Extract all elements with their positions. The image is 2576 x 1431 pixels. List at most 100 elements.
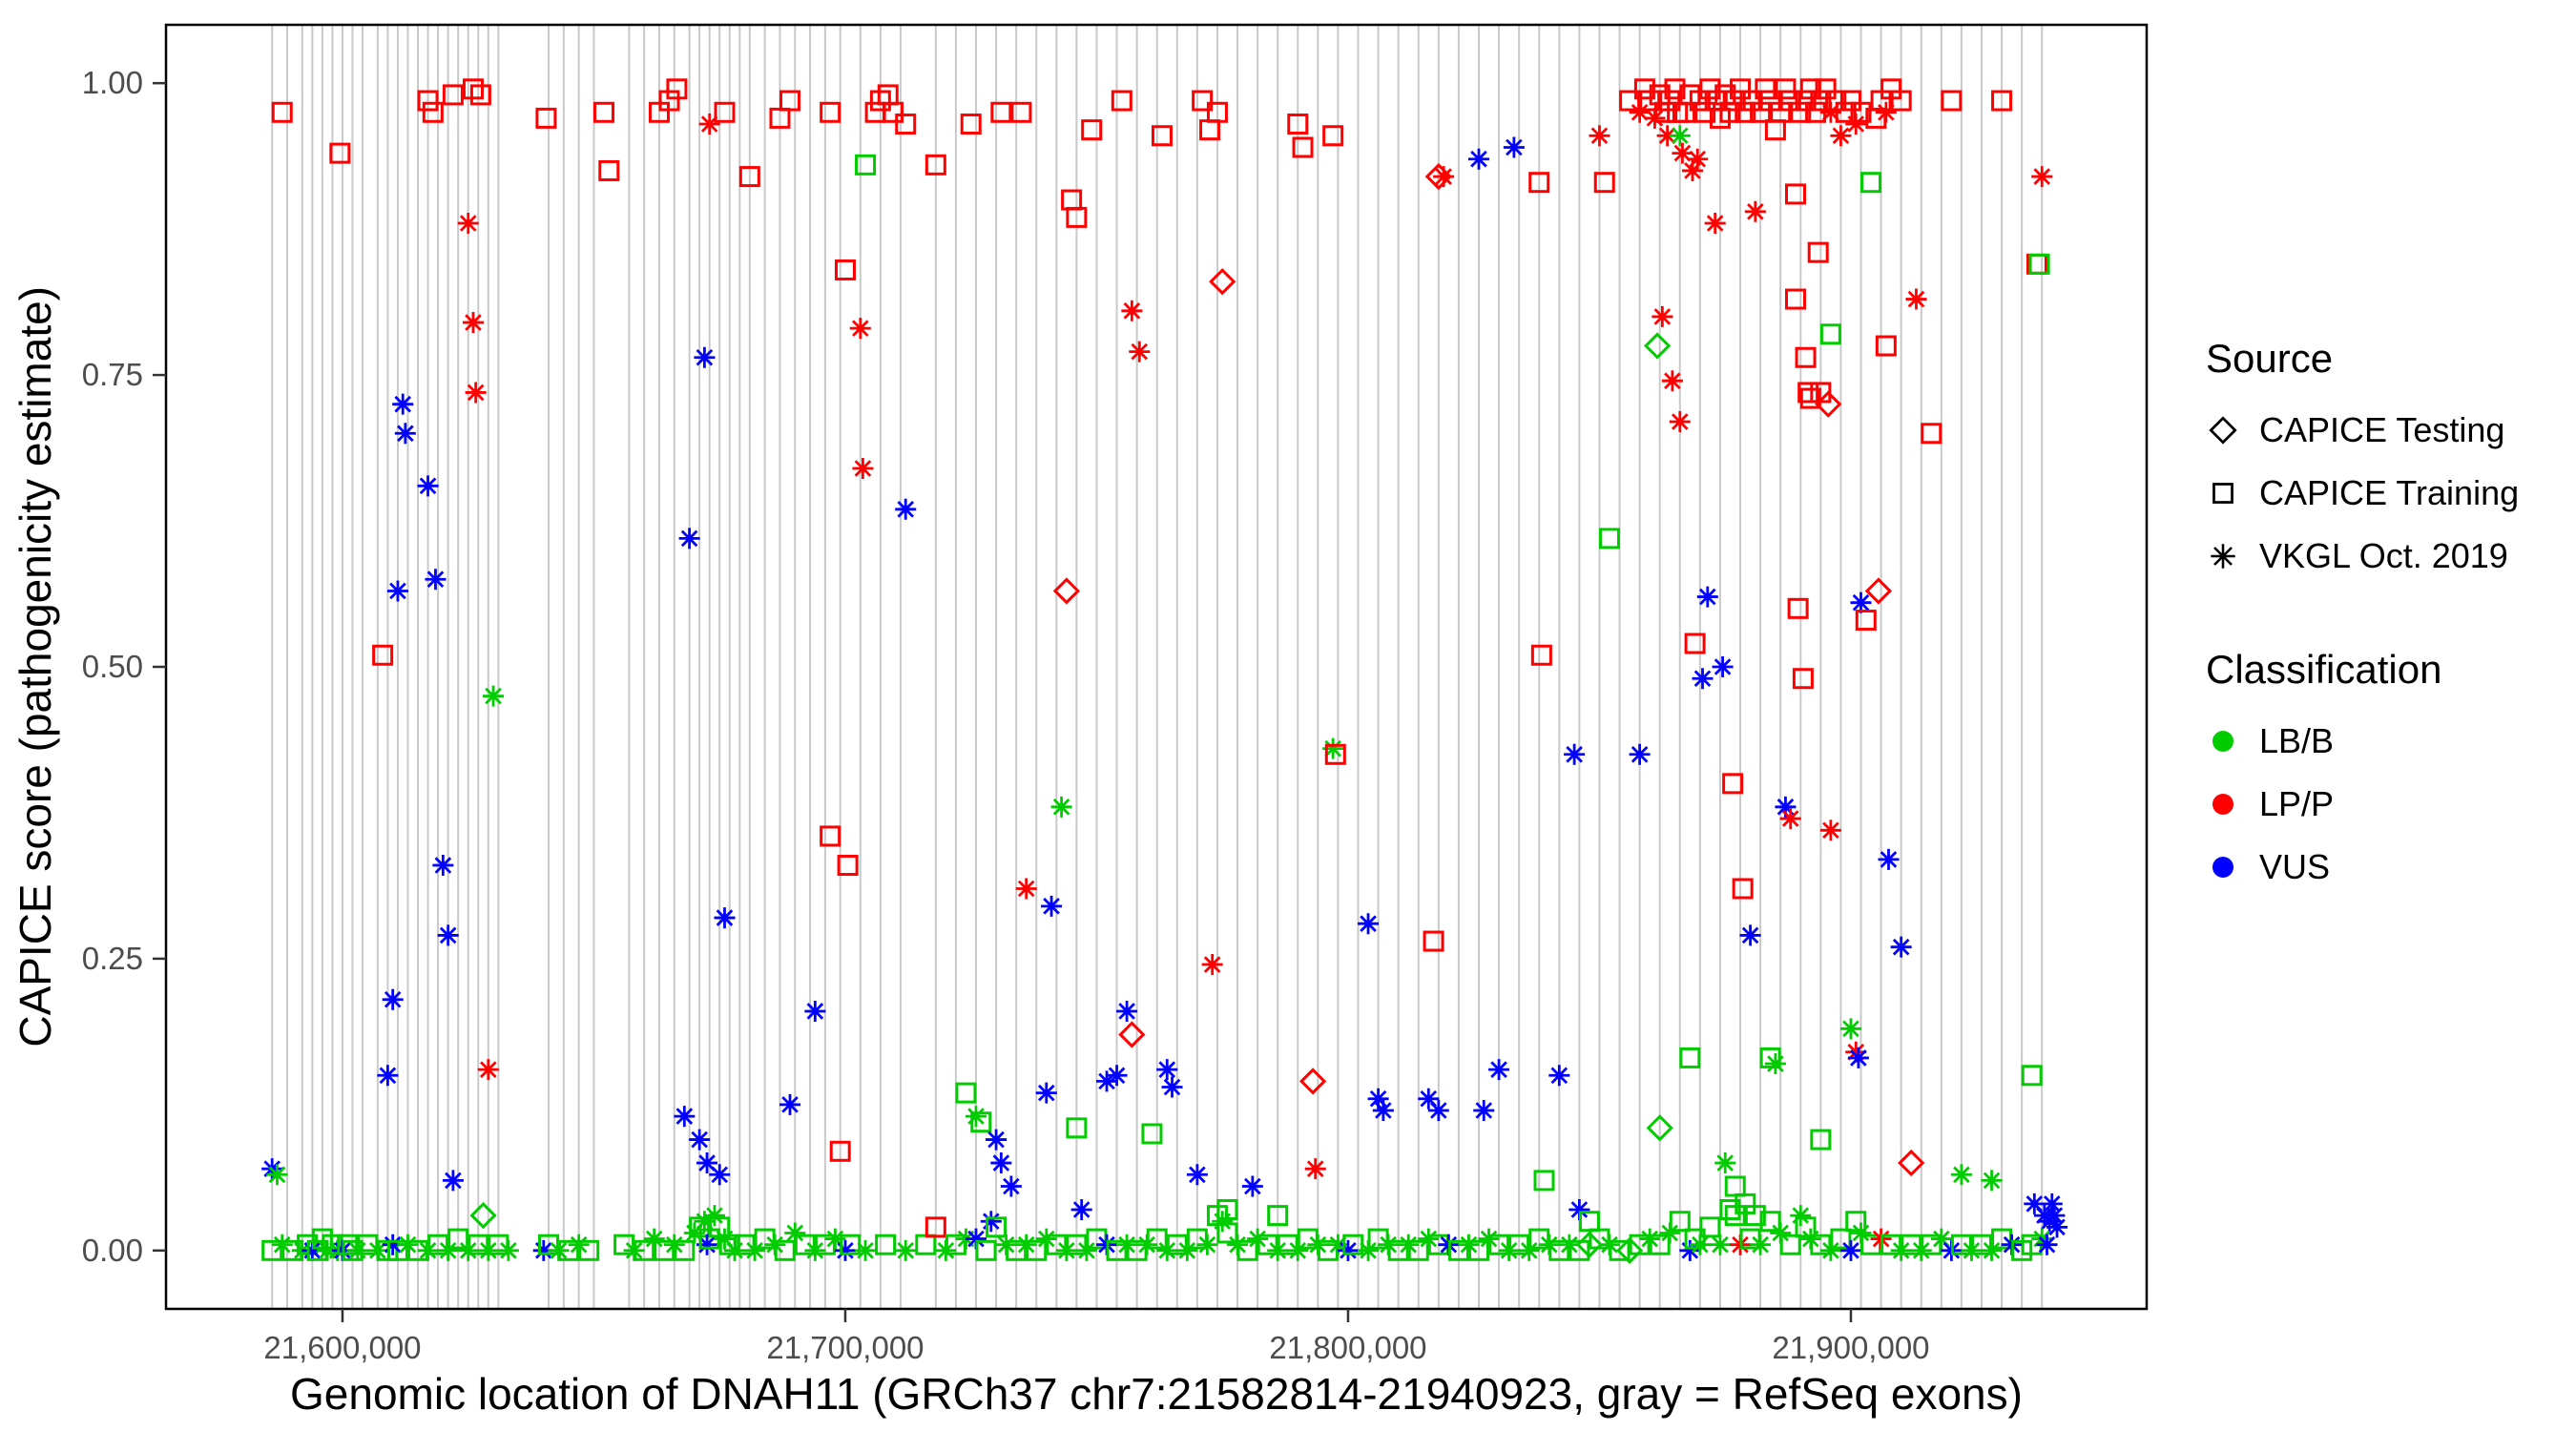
legend-label: LB/B <box>2259 721 2335 760</box>
data-point <box>1815 390 1842 418</box>
data-point <box>852 457 874 479</box>
data-point <box>1790 101 1812 123</box>
data-point <box>1146 1228 1168 1250</box>
legend-label: CAPICE Testing <box>2259 410 2505 449</box>
data-point <box>1081 119 1103 141</box>
y-tick-label: 0.00 <box>82 1233 143 1268</box>
data-point <box>1324 743 1346 765</box>
data-point <box>1129 341 1151 363</box>
data-point <box>986 1129 1008 1151</box>
data-point <box>1599 528 1621 550</box>
data-point <box>895 1239 917 1261</box>
data-point <box>658 90 680 112</box>
data-point <box>1724 1175 1746 1197</box>
data-point <box>1488 1059 1510 1081</box>
data-point <box>1267 1205 1289 1227</box>
data-point <box>1839 1239 1861 1261</box>
data-point <box>1792 668 1814 690</box>
data-point <box>1714 1152 1736 1174</box>
data-point <box>1161 1076 1183 1098</box>
data-point <box>372 644 394 666</box>
data-point <box>804 1000 826 1022</box>
axis-ticks: 21,600,000 21,700,000 21,800,000 21,900,000… <box>82 65 1930 1365</box>
data-point <box>1467 148 1489 170</box>
data-point <box>1304 1158 1326 1180</box>
data-point <box>714 101 736 123</box>
data-point <box>1118 1021 1146 1048</box>
data-point <box>1930 1228 1952 1250</box>
legend: Source CAPICE Testing CAPICE Training VK… <box>2206 336 2574 910</box>
data-point <box>1619 90 1641 112</box>
data-point <box>1712 656 1734 677</box>
data-point <box>975 1239 997 1261</box>
data-point <box>1810 90 1832 112</box>
data-point <box>1066 1117 1088 1139</box>
data-point <box>1236 1239 1258 1261</box>
data-point <box>784 1222 806 1244</box>
data-point <box>1732 878 1754 900</box>
data-point <box>1795 346 1817 368</box>
data-point <box>1941 90 1963 112</box>
diamond-icon <box>2209 416 2237 445</box>
data-point <box>1845 114 1867 135</box>
y-tick-label: 0.50 <box>82 649 143 684</box>
data-point <box>855 1239 877 1261</box>
data-point <box>820 101 841 123</box>
data-point <box>869 90 891 112</box>
data-point <box>1000 1175 1022 1197</box>
data-point <box>1921 423 1942 445</box>
data-point <box>1864 577 1893 605</box>
data-point <box>1775 796 1797 818</box>
x-tick-label: 21,800,000 <box>1269 1330 1426 1365</box>
data-point <box>1467 1239 1489 1261</box>
data-point <box>301 1239 323 1261</box>
data-point <box>1795 1216 1817 1238</box>
data-point <box>2036 1234 2058 1255</box>
asterisk-icon <box>2211 544 2235 569</box>
data-point <box>1070 1198 1092 1220</box>
data-point <box>1704 213 1726 235</box>
data-point <box>1779 1234 1801 1255</box>
data-point <box>1652 305 1673 327</box>
data-point <box>965 1106 987 1128</box>
data-point <box>877 84 899 106</box>
data-point <box>593 101 615 123</box>
lbb-dot-icon <box>2212 731 2233 752</box>
data-point <box>696 1234 718 1255</box>
data-point <box>1719 101 1741 123</box>
data-point <box>1629 743 1651 765</box>
data-point <box>394 423 416 445</box>
data-point <box>1681 159 1703 181</box>
data-point <box>1010 101 1032 123</box>
data-point <box>955 1082 977 1104</box>
data-point <box>1322 125 1344 147</box>
data-point <box>883 101 904 123</box>
data-point <box>1775 78 1797 100</box>
data-point <box>598 159 620 181</box>
data-point <box>1679 1047 1701 1068</box>
data-point <box>1669 411 1691 433</box>
data-point <box>1548 1065 1570 1087</box>
data-point <box>1669 125 1691 147</box>
data-point <box>1646 1114 1673 1142</box>
data-point <box>417 475 439 497</box>
x-axis-title: Genomic location of DNAH11 (GRCh37 chr7:… <box>290 1369 2023 1419</box>
data-point <box>442 84 464 106</box>
legend-classification: Classification LB/B LP/P VUS <box>2206 647 2574 887</box>
data-point <box>1764 119 1786 141</box>
legend-item-vkgl: VKGL Oct. 2019 <box>2206 536 2574 576</box>
data-point <box>1667 101 1689 123</box>
data-point <box>1473 1099 1495 1121</box>
data-point <box>965 1228 987 1250</box>
data-point <box>1679 1239 1701 1261</box>
data-point <box>674 1106 696 1128</box>
data-point <box>924 154 946 176</box>
data-point <box>1106 1065 1128 1087</box>
legend-item-capice-training: CAPICE Training <box>2206 473 2574 513</box>
data-point <box>1358 913 1380 935</box>
data-point <box>634 1239 655 1261</box>
data-point <box>1819 1239 1841 1261</box>
data-point <box>1192 90 1214 112</box>
data-point <box>1176 1239 1198 1261</box>
data-point <box>271 101 293 123</box>
